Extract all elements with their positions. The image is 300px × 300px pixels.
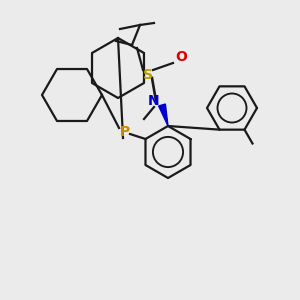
Text: O: O <box>175 50 187 64</box>
Polygon shape <box>159 104 168 126</box>
Text: N: N <box>148 94 160 108</box>
Text: P: P <box>120 125 130 139</box>
Text: S: S <box>143 68 153 82</box>
